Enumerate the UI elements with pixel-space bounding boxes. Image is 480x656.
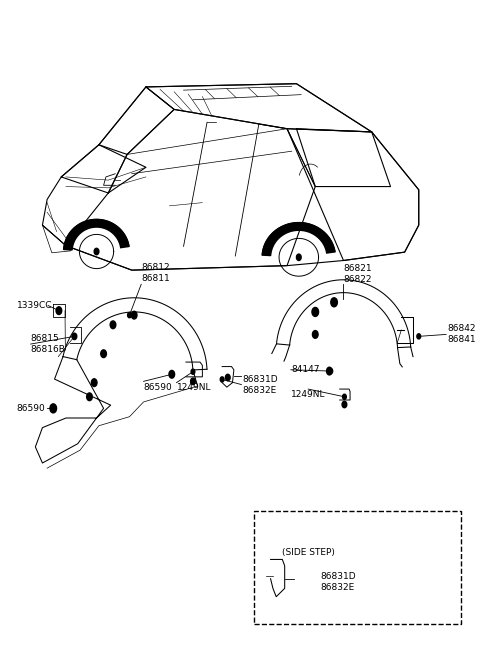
Text: 86831D
86832E: 86831D 86832E [320,572,356,592]
Text: 86831D
86832E: 86831D 86832E [242,375,278,395]
Text: 1249NL: 1249NL [291,390,325,400]
Text: 86812
86811: 86812 86811 [141,263,170,283]
Circle shape [50,404,57,413]
Circle shape [128,312,132,318]
Circle shape [297,254,301,260]
Text: 86590: 86590 [16,404,45,413]
Circle shape [51,406,55,411]
Circle shape [72,333,77,340]
Circle shape [72,334,76,339]
Circle shape [342,401,347,408]
Circle shape [326,367,332,375]
Circle shape [343,394,346,400]
Circle shape [94,248,99,255]
Text: 84147: 84147 [292,365,320,375]
Text: (SIDE STEP): (SIDE STEP) [282,548,335,557]
Circle shape [220,377,224,382]
Circle shape [331,298,337,307]
Circle shape [226,375,230,380]
Text: 1249NL: 1249NL [177,382,211,392]
Circle shape [57,308,61,313]
Circle shape [91,379,97,386]
Circle shape [170,372,174,377]
Text: 86815
86816B: 86815 86816B [31,334,66,354]
Text: 86842
86841: 86842 86841 [447,324,476,344]
Circle shape [329,369,333,374]
Text: 86821
86822: 86821 86822 [344,264,372,284]
Circle shape [87,393,92,401]
FancyBboxPatch shape [254,511,461,624]
Polygon shape [64,219,129,250]
Polygon shape [262,222,335,256]
Text: 86590: 86590 [144,382,172,392]
Circle shape [101,350,107,358]
Circle shape [169,371,175,378]
Circle shape [417,334,420,339]
Text: 1339CC: 1339CC [16,301,52,310]
Circle shape [110,321,116,329]
Circle shape [56,307,62,314]
Circle shape [132,312,137,319]
Circle shape [312,308,319,316]
Circle shape [191,378,195,384]
Circle shape [312,331,318,338]
Circle shape [191,369,195,375]
